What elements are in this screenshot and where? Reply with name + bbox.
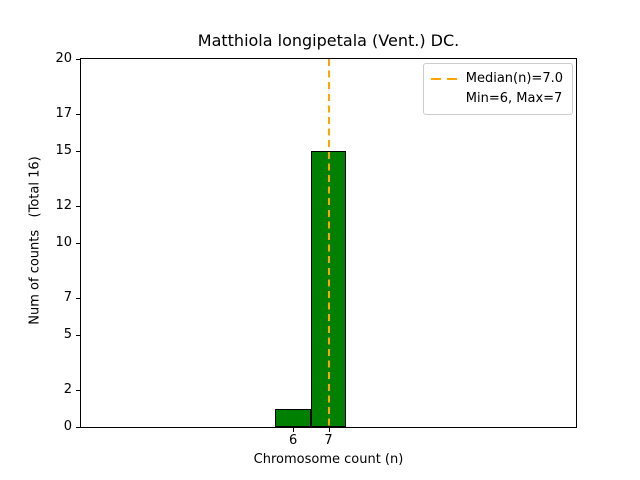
legend-entry-minmax: Min=6, Max=7 [431,89,563,109]
y-tick-5 [76,335,80,336]
y-tick-label-17: 17 [55,106,72,122]
chart-title: Matthiola longipetala (Vent.) DC. [197,31,460,50]
x-tick-6 [293,428,295,432]
legend-entry-median: Median(n)=7.0 [430,69,563,89]
y-tick-7 [76,298,80,300]
legend: Median(n)=7.0 Min=6, Max=7 [422,63,573,115]
y-tick-20 [76,59,80,60]
y-tick-label-12: 12 [55,198,72,214]
legend-empty-handle [431,98,458,101]
y-tick-label-2: 2 [63,382,72,398]
y-tick-15 [76,151,80,152]
x-tick-7 [328,428,330,432]
y-tick-12 [76,206,80,208]
y-tick-17 [76,114,80,116]
x-tick-label-7: 7 [324,433,333,448]
y-tick-label-7: 7 [63,290,72,306]
median-dashed-line-icon [430,77,458,81]
y-tick-0 [76,427,80,428]
median-line [327,59,330,427]
y-tick-label-15: 15 [55,143,72,158]
bar-n6 [275,408,311,427]
y-tick-10 [76,243,80,244]
y-tick-label-10: 10 [55,235,72,250]
y-tick-label-20: 20 [55,51,72,66]
y-tick-2 [76,390,80,392]
plot-area: Median(n)=7.0 Min=6, Max=7 [80,58,577,428]
x-axis-label: Chromosome count (n) [253,452,404,467]
legend-label-median: Median(n)=7.0 [465,71,563,86]
legend-label-minmax: Min=6, Max=7 [465,91,563,106]
y-tick-label-5: 5 [63,327,72,342]
y-tick-label-0: 0 [63,419,72,434]
x-tick-label-6: 6 [289,433,298,448]
